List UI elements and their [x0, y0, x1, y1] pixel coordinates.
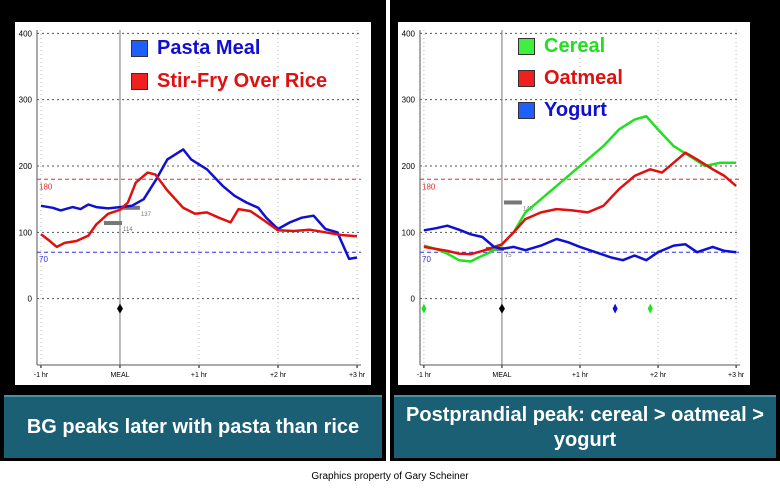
- legend-swatch: [518, 70, 535, 87]
- event-marker: [647, 303, 653, 314]
- right-caption: Postprandial peak: cereal > oatmeal > yo…: [394, 395, 776, 458]
- x-tick-label: +2 hr: [650, 372, 667, 379]
- credit-text: Graphics property of Gary Scheiner: [311, 471, 469, 482]
- x-tick-label: +3 hr: [728, 372, 745, 379]
- event-marker: [421, 303, 427, 314]
- y-tick-label: 0: [411, 295, 416, 304]
- y-tick-label: 0: [28, 295, 33, 304]
- x-tick-label: +2 hr: [270, 372, 287, 379]
- legend-swatch: [131, 40, 148, 57]
- x-tick-label: MEAL: [110, 372, 129, 379]
- legend-item-0: Pasta Meal: [131, 37, 260, 60]
- x-tick-label: +3 hr: [349, 372, 366, 379]
- left-plot-area: 400 300 200 100 0 -1 hr MEAL +1 hr +2 hr +3 hr 180…: [15, 22, 371, 385]
- x-tick-label: +1 hr: [572, 372, 589, 379]
- x-tick-label: MEAL: [492, 372, 511, 379]
- y-tick-label: 400: [402, 29, 416, 38]
- meal-reading-bar: [121, 205, 140, 210]
- reference-label: 70: [422, 255, 431, 264]
- series-line-2: [423, 224, 737, 262]
- legend-label: Stir-Fry Over Rice: [157, 70, 328, 92]
- right-chart: 400 300 200 100 0 -1 hr MEAL +1 hr +2 hr +3 hr 180…: [402, 29, 745, 379]
- legend-swatch: [518, 102, 535, 119]
- reference-label: 180: [422, 182, 436, 191]
- legend-item-0: Cereal: [518, 35, 605, 58]
- reference-label: 180: [39, 182, 53, 191]
- x-tick-label: -1 hr: [417, 372, 432, 379]
- meal-reading-bar: [103, 221, 122, 226]
- meal-reading-label: 137: [141, 212, 152, 218]
- legend-label: Oatmeal: [544, 67, 623, 89]
- legend-item-2: Yogurt: [518, 99, 607, 122]
- left-chart: 400 300 200 100 0 -1 hr MEAL +1 hr +2 hr +3 hr 180…: [19, 29, 366, 379]
- y-tick-label: 300: [19, 96, 33, 105]
- legend-item-1: Stir-Fry Over Rice: [131, 70, 327, 93]
- x-tick-label: -1 hr: [34, 372, 49, 379]
- series-line-0: [423, 114, 737, 263]
- meal-marker: [116, 303, 123, 314]
- y-tick-label: 100: [402, 228, 416, 237]
- right-chart-panel: 400 300 200 100 0 -1 hr MEAL +1 hr +2 hr +3 hr 180…: [390, 0, 780, 461]
- meal-marker: [498, 303, 505, 314]
- right-plot-area: 400 300 200 100 0 -1 hr MEAL +1 hr +2 hr +3 hr 180…: [398, 22, 750, 385]
- legend-label: Pasta Meal: [157, 37, 261, 59]
- legend-swatch: [131, 73, 148, 90]
- y-tick-label: 300: [402, 96, 416, 105]
- y-tick-label: 200: [402, 162, 416, 171]
- legend-item-1: Oatmeal: [518, 67, 623, 90]
- y-tick-label: 200: [19, 162, 33, 171]
- series-line-0: [40, 148, 358, 261]
- reference-label: 70: [39, 255, 48, 264]
- series-line-1: [423, 151, 737, 256]
- x-tick-label: +1 hr: [191, 372, 208, 379]
- left-chart-panel: 400 300 200 100 0 -1 hr MEAL +1 hr +2 hr +3 hr 180…: [0, 0, 386, 461]
- meal-reading-label: 114: [123, 227, 133, 233]
- y-tick-label: 400: [19, 29, 33, 38]
- legend-label: Cereal: [544, 35, 606, 57]
- legend-swatch: [518, 38, 535, 55]
- series-line-1: [40, 171, 358, 249]
- event-marker: [612, 303, 618, 314]
- y-tick-label: 100: [19, 228, 33, 237]
- left-caption: BG peaks later with pasta than rice: [4, 395, 382, 458]
- meal-reading-label: 75: [505, 253, 512, 259]
- meal-reading-bar: [503, 200, 522, 205]
- legend-label: Yogurt: [544, 99, 607, 121]
